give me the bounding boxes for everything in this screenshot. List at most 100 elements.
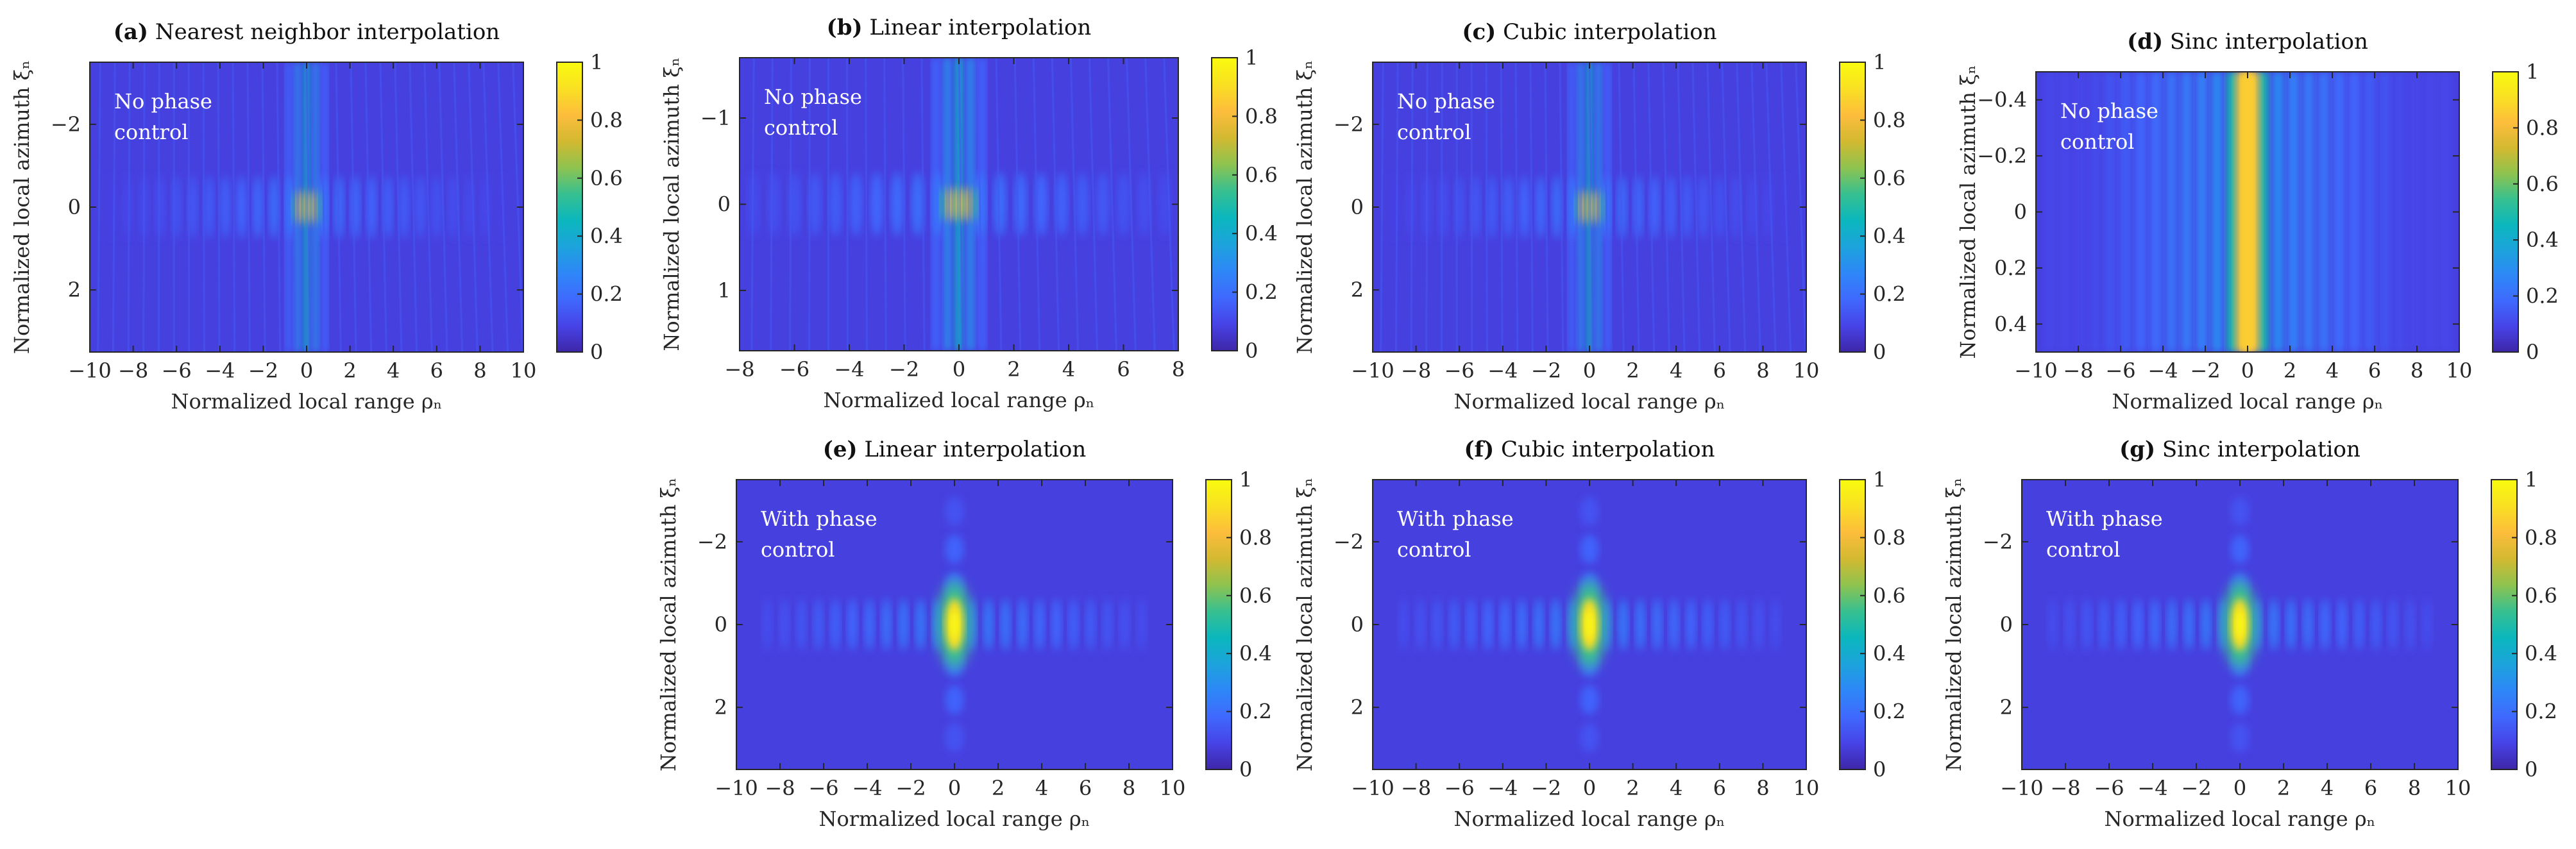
annotation-text: No phase control (2060, 99, 2158, 154)
x-tick-label: 2 (1626, 358, 1639, 383)
panels-layer: No phase control−10 −8 −6 −4 −2 0 2 4 6 8 10−202Nor… (10, 15, 2559, 831)
striation-line (1144, 58, 1156, 351)
y-tick-label: −2 (51, 112, 81, 137)
range-sidelobe (983, 598, 994, 651)
striation-line (1088, 58, 1098, 351)
x-tick-label: −2 (889, 357, 919, 382)
range-sidelobe (2269, 598, 2279, 651)
range-sidelobe (1415, 598, 1425, 651)
annotation-line: control (1397, 537, 1471, 562)
x-axis-label: Normalized local range ρₙ (171, 389, 442, 414)
x-tick-label: 10 (1793, 358, 1820, 383)
x-tick-label: 2 (343, 358, 356, 383)
range-stripe (2196, 72, 2208, 352)
x-tick-label: 4 (2326, 358, 2339, 383)
y-tick-label: −2 (697, 530, 727, 554)
range-sidelobe (1119, 598, 1130, 651)
heatmap-a (90, 62, 523, 352)
range-stripe (2409, 72, 2421, 352)
panel-title-text: Cubic interpolation (1496, 19, 1716, 45)
panel-title-label: (b) (827, 15, 863, 40)
annotation-text: With phase control (2046, 507, 2163, 562)
range-sidelobe (2320, 598, 2330, 651)
colorbar-tick-label: 0.6 (1245, 163, 1278, 187)
range-sidelobe (1666, 175, 1676, 239)
range-stripe (2074, 72, 2086, 352)
range-sidelobe (1633, 175, 1643, 239)
y-tick-label: 1 (718, 278, 731, 303)
annotation-text: No phase control (1397, 89, 1495, 144)
azimuth-sidelobe (945, 497, 964, 526)
azimuth-sidelobe (945, 723, 964, 752)
colorbar-tick-label: 0.6 (1873, 584, 1906, 608)
range-sidelobe (2201, 598, 2211, 651)
striation-line (733, 58, 735, 351)
x-tick-label: 2 (2277, 776, 2290, 800)
range-sidelobe (891, 172, 904, 237)
striation-line (1126, 58, 1137, 351)
striation-line (1780, 62, 1792, 352)
range-sidelobe (383, 175, 393, 239)
x-tick-label: −4 (205, 358, 235, 383)
striation-line (1662, 62, 1670, 352)
annotation-line: With phase (2046, 507, 2163, 531)
range-sidelobe (830, 598, 840, 651)
main-lobe-fringe (956, 187, 962, 222)
striation-line (112, 62, 116, 352)
range-sidelobe (399, 175, 409, 239)
striation-line (202, 62, 205, 352)
range-sidelobe (1449, 598, 1459, 651)
range-sidelobe (1137, 598, 1147, 651)
range-sidelobe (1097, 172, 1109, 237)
range-sidelobe (432, 175, 442, 239)
striation-line (1677, 62, 1686, 352)
range-sidelobe (762, 598, 772, 651)
range-sidelobe (768, 172, 780, 237)
x-tick-label: −2 (2190, 358, 2220, 383)
striation-line (1529, 62, 1534, 352)
range-sidelobe (2133, 598, 2143, 651)
range-sidelobe (1085, 598, 1096, 651)
main-stripe (2235, 72, 2260, 352)
range-sidelobe (881, 598, 892, 651)
range-sidelobe (1487, 175, 1497, 239)
main-lobe-fringe (1574, 189, 1579, 225)
range-sidelobe (1552, 175, 1562, 239)
x-tick-label: −6 (2105, 358, 2135, 383)
range-stripe (2150, 72, 2162, 352)
range-stripe (2257, 72, 2269, 352)
y-axis-label: Normalized local azimuth ξₙ (1956, 65, 1980, 358)
y-tick-label: −2 (1983, 530, 2013, 554)
striation-line (1032, 58, 1041, 351)
panel-title-label: (f) (1464, 437, 1494, 462)
panel-title-text: Nearest neighbor interpolation (148, 19, 500, 45)
colorbar-c: 0 0.2 0.4 0.6 0.8 1 (1839, 50, 1906, 364)
annotation-line: With phase (761, 507, 877, 531)
y-tick-label: 0 (2000, 612, 2013, 637)
y-tick-label: −1 (700, 106, 731, 130)
range-sidelobe (1500, 598, 1510, 651)
panel-d: No phase control−10 −8 −6 −4 −2 0 2 4 6 8 10−0.4−0.… (1956, 29, 2559, 414)
main-lobe-fringe (1583, 189, 1588, 225)
colorbar-tick-label: 0.8 (1873, 108, 1906, 132)
range-sidelobe (1179, 172, 1191, 237)
panel-title: (g) Sinc interpolation (2119, 437, 2360, 462)
x-tick-label: −4 (1487, 776, 1518, 800)
panel-f: With phase control−10 −8 −6 −4 −2 0 2 4 6 8 10−202N… (1292, 437, 1906, 831)
colorbar-tick-label: 0 (1245, 339, 1258, 363)
annotation-line: No phase (114, 89, 212, 113)
annotation-line: control (2046, 537, 2120, 562)
range-sidelobe (1715, 175, 1725, 239)
azimuth-sidelobe (1580, 534, 1599, 564)
range-sidelobe (829, 172, 842, 237)
range-sidelobe (1754, 598, 1764, 651)
x-tick-label: −8 (2063, 358, 2093, 383)
colorbar-tick-label: 0.4 (1873, 224, 1906, 248)
x-tick-label: 4 (387, 358, 400, 383)
colorbar-tick-label: 0.2 (590, 282, 623, 307)
range-sidelobe (2286, 598, 2296, 651)
colorbar-tick-label: 0.8 (1245, 104, 1278, 128)
striation-line (865, 58, 868, 351)
x-tick-label: 4 (1670, 776, 1682, 800)
striation-line (846, 58, 849, 351)
